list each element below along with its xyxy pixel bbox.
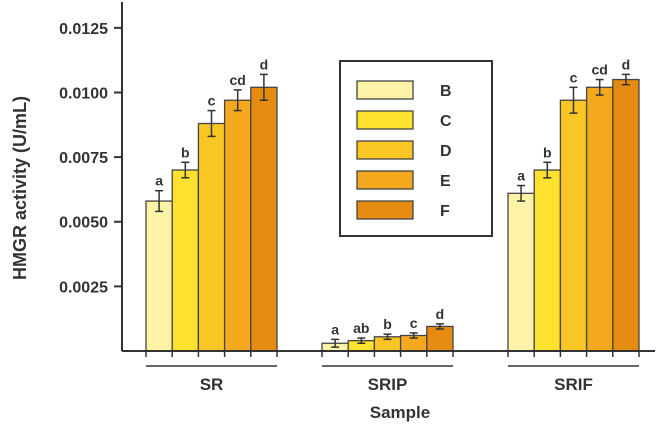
significance-label: c — [570, 69, 578, 85]
legend-label: C — [440, 113, 452, 130]
significance-label: d — [436, 306, 445, 322]
group-label: SR — [200, 375, 224, 394]
y-tick-label: 0.0125 — [59, 21, 108, 38]
y-tick-label: 0.0075 — [59, 150, 108, 167]
significance-label: cd — [592, 62, 608, 78]
bar — [145, 200, 173, 352]
bar — [533, 169, 562, 352]
bar — [223, 99, 252, 352]
bar — [585, 86, 614, 352]
legend-swatch — [356, 110, 414, 130]
legend-swatch — [356, 140, 414, 160]
legend-swatch — [356, 200, 414, 220]
bar — [612, 78, 640, 352]
legend-swatch — [356, 170, 414, 190]
legend-label: F — [440, 203, 450, 220]
legend-label: B — [440, 83, 452, 100]
y-axis-label: HMGR activity (U/mL) — [10, 96, 30, 280]
significance-label: a — [517, 168, 525, 184]
bar — [171, 169, 200, 352]
y-tick-label: 0.0100 — [59, 85, 108, 102]
significance-label: a — [155, 173, 163, 189]
group-label: SRIF — [554, 375, 593, 394]
significance-label: cd — [230, 72, 246, 88]
legend-label: E — [440, 173, 451, 190]
significance-label: ab — [353, 320, 369, 336]
significance-label: c — [208, 93, 216, 109]
legend-label: D — [440, 143, 452, 160]
significance-label: d — [260, 56, 269, 72]
bar — [197, 122, 226, 352]
axes: 0.0025 0.0050 0.0075 0.0100 0.0125 SR SRIP SRIF — [59, 2, 655, 394]
group-label: SRIP — [368, 375, 408, 394]
significance-label: d — [622, 56, 631, 72]
significance-label: a — [331, 321, 339, 337]
bar — [250, 86, 278, 352]
significance-label: b — [543, 144, 552, 160]
significance-label: b — [181, 144, 190, 160]
legend-swatch — [356, 80, 414, 100]
significance-label: c — [410, 315, 418, 331]
bar — [426, 325, 454, 352]
bar — [559, 99, 588, 352]
y-tick-label: 0.0025 — [59, 279, 108, 296]
x-axis-label: Sample — [370, 403, 430, 422]
bar — [507, 192, 535, 352]
significance-label: b — [383, 316, 392, 332]
y-tick-label: 0.0050 — [59, 215, 108, 232]
